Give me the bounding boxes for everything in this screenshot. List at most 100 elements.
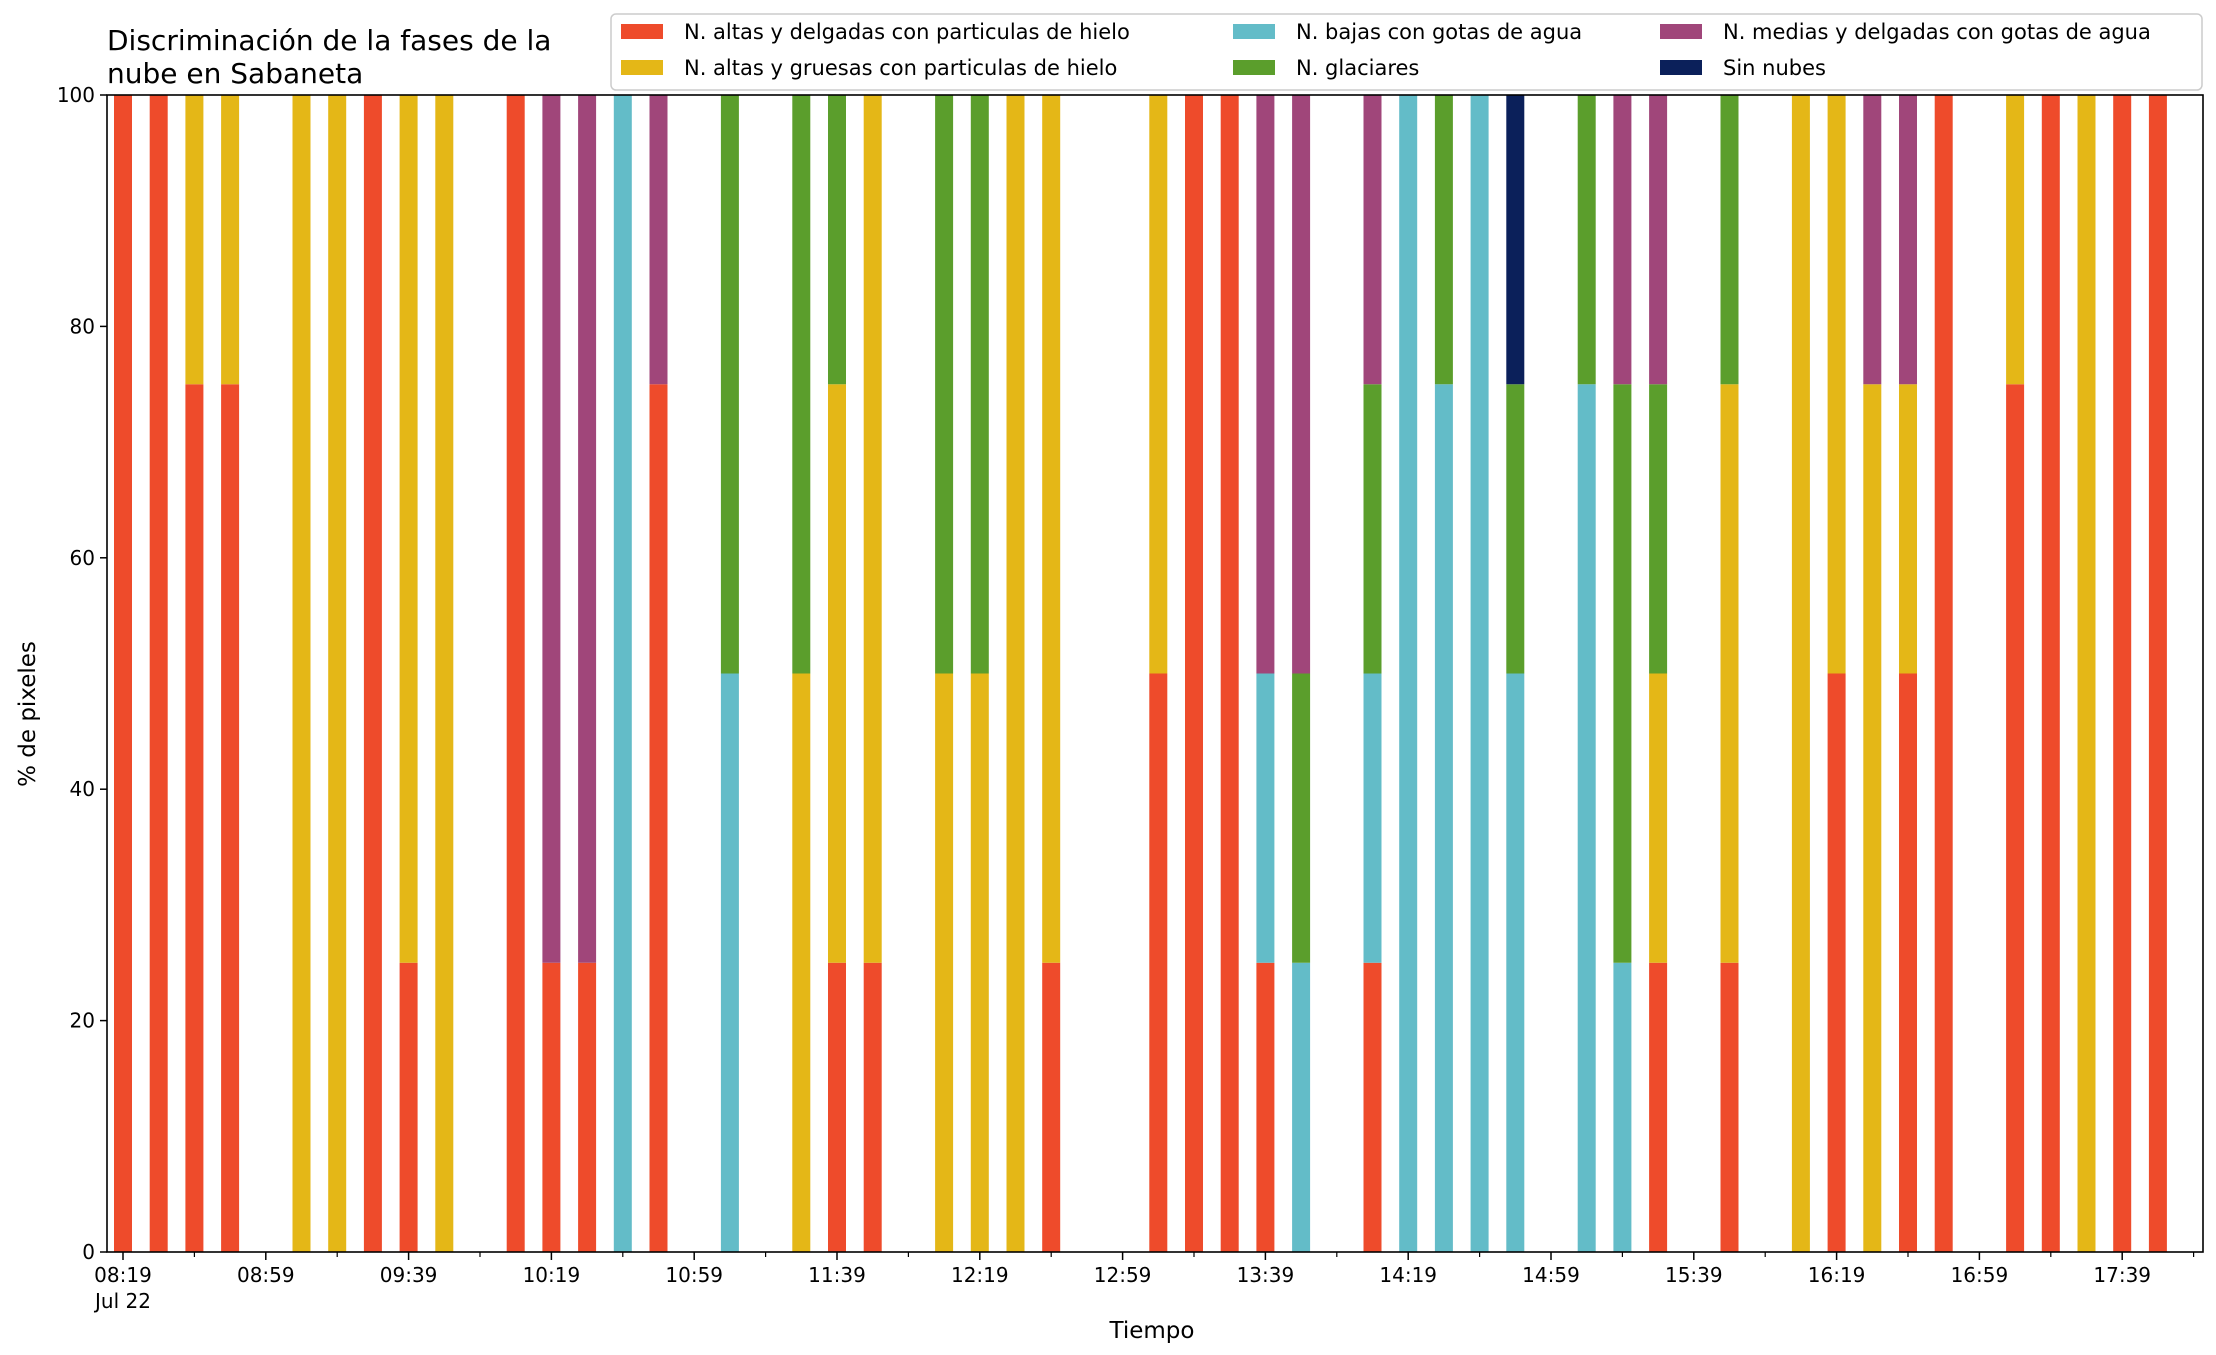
bar-segment-34-0 [1649,962,1668,1252]
bar-segment-42-0 [2041,95,2060,1252]
x-tick-label-4: 10:59 [665,1263,723,1287]
x-tick-label-14: 17:39 [2093,1263,2151,1287]
bar-segment-34-4 [1649,95,1668,385]
bar-segment-35-0 [1720,962,1739,1252]
bar-segment-31-2 [1506,673,1525,1252]
chart-title: Discriminación de la fases de la nube en… [107,24,560,90]
x-tick-label-5: 11:39 [808,1263,866,1287]
bar-segment-29-2 [1434,384,1453,1252]
legend-swatch-5 [1660,60,1702,75]
x-tick-label-6: 12:19 [951,1263,1009,1287]
legend-label-0: N. altas y delgadas con particulas de hi… [684,20,1130,44]
bar-segment-30-2 [1470,95,1489,1252]
bar-segment-15-1 [792,673,811,1252]
bar-segment-35-1 [1720,384,1739,963]
bar-segment-2-1 [185,95,204,385]
bar-segment-27-4 [1363,95,1382,385]
bar-segment-21-0 [1042,962,1061,1252]
bar-segment-10-0 [542,962,561,1252]
bar-segment-39-1 [1899,384,1917,674]
bar-segment-7-1 [399,95,418,963]
bar-segment-24-0 [1220,95,1239,1252]
bar-segment-44-0 [2113,95,2132,1252]
y-axis-label: % de pixeles [15,641,41,787]
x-tick-label-8: 13:39 [1237,1263,1295,1287]
bar-segment-0-0 [114,95,132,1252]
bar-segment-31-5 [1506,95,1525,385]
bar-segment-13-0 [649,384,668,1252]
x-tick-label-12: 16:19 [1808,1263,1866,1287]
legend-label-3: N. glaciares [1296,56,1419,80]
bar-segment-16-3 [828,95,846,385]
bar-segment-45-0 [2148,95,2167,1252]
x-axis-label: Tiempo [1109,1318,1195,1344]
bar-segment-3-0 [221,384,240,1252]
bar-segment-25-0 [1256,962,1275,1252]
legend-swatch-2 [1233,24,1275,39]
legend-swatch-4 [1660,24,1702,39]
bar-segment-14-2 [720,673,739,1252]
bar-segment-6-0 [363,95,382,1252]
y-axis: 0 20 40 60 80 100 [57,83,107,1264]
bar-segment-19-1 [970,673,989,1252]
bar-segment-26-2 [1292,962,1311,1252]
bar-segment-8-1 [435,95,454,1252]
x-tick-label-3: 10:19 [523,1263,581,1287]
bar-segment-22-0 [1149,673,1168,1252]
legend-label-2: N. bajas con gotas de agua [1296,20,1582,44]
bar-segment-35-3 [1720,95,1739,385]
bar-segment-32-3 [1577,95,1596,385]
legend-swatch-1 [621,60,663,75]
bar-segment-25-4 [1256,95,1275,674]
bar-segment-27-3 [1363,384,1382,674]
bar-segment-37-1 [1827,95,1846,674]
x-tick-label-0: 08:19 [94,1263,152,1287]
bars-group [114,95,2167,1252]
x-axis: 08:19 08:59 09:39 10:19 10:59 11:39 12:19 12:59… [93,1252,2195,1313]
bar-segment-18-3 [935,95,954,674]
bar-segment-25-2 [1256,673,1275,963]
legend-label-5: Sin nubes [1723,56,1826,80]
x-tick-label-11: 15:39 [1665,1263,1723,1287]
bar-segment-34-3 [1649,384,1668,674]
bar-segment-11-4 [578,95,597,963]
bar-segment-38-1 [1863,384,1882,1252]
bar-segment-7-0 [399,962,418,1252]
bar-segment-27-2 [1363,673,1382,963]
x-tick-label-1: 08:59 [237,1263,295,1287]
bar-segment-5-1 [328,95,347,1252]
bar-segment-2-0 [185,384,204,1252]
chart-title-line-1: Discriminación de la fases de la [107,24,551,57]
bar-segment-11-0 [578,962,597,1252]
bar-segment-22-1 [1149,95,1168,674]
bar-segment-17-0 [863,962,882,1252]
bar-segment-39-0 [1899,673,1917,1252]
bar-segment-41-0 [2006,384,2025,1252]
x-tick-label-7: 12:59 [1094,1263,1152,1287]
bar-segment-15-3 [792,95,811,674]
bar-segment-34-1 [1649,673,1668,963]
bar-segment-23-0 [1185,95,1203,1252]
bar-segment-21-1 [1042,95,1061,963]
bar-segment-3-1 [221,95,240,385]
bar-segment-14-3 [720,95,739,674]
legend-swatch-3 [1233,60,1275,75]
legend-label-4: N. medias y delgadas con gotas de agua [1723,20,2151,44]
legend-box [610,13,2203,91]
bar-segment-9-0 [506,95,525,1252]
bar-segment-19-3 [970,95,989,674]
bar-segment-26-4 [1292,95,1311,674]
bar-segment-1-0 [149,95,168,1252]
y-tick-label-2: 40 [70,777,95,801]
bar-segment-16-1 [828,384,846,963]
x-tick-label-10: 14:59 [1522,1263,1580,1287]
y-tick-label-0: 0 [82,1240,95,1264]
bar-segment-41-1 [2006,95,2025,385]
bar-segment-33-2 [1613,962,1632,1252]
bar-segment-18-1 [935,673,954,1252]
y-tick-label-3: 60 [70,546,95,570]
x-tick-label-2: 09:39 [380,1263,438,1287]
bar-segment-10-4 [542,95,561,963]
bar-segment-38-4 [1863,95,1882,385]
plot-frame [106,94,2204,1253]
